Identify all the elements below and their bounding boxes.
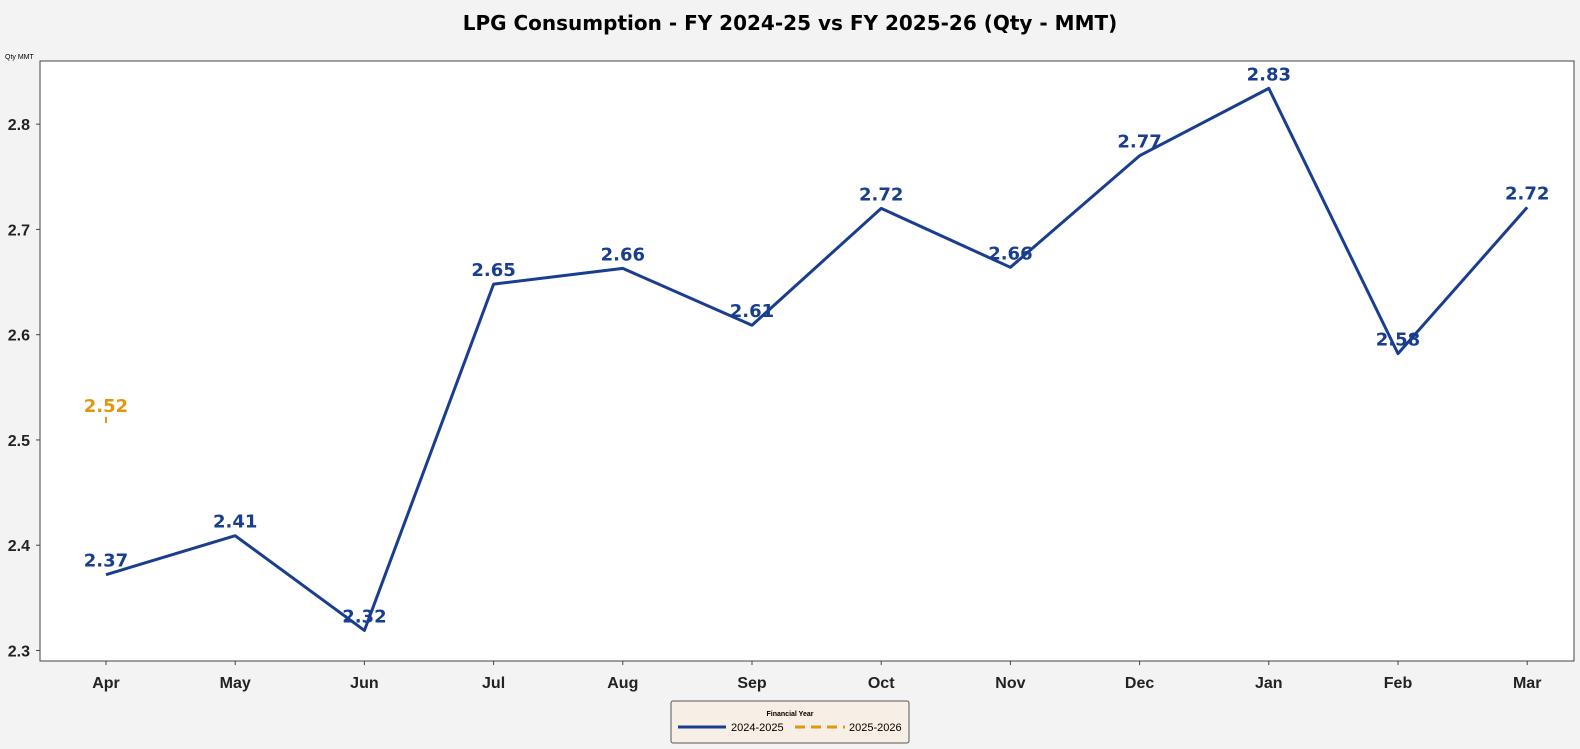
x-tick-label-aug: Aug (607, 675, 638, 692)
data-label-2024-2025-jun: 2.32 (342, 606, 386, 627)
data-label-2024-2025-feb: 2.58 (1376, 330, 1420, 351)
data-label-2024-2025-aug: 2.66 (601, 244, 645, 265)
x-axis: Apr May Jun Jul Aug Sep Oct Nov Dec Jan Feb Mar (92, 661, 1541, 692)
data-label-2024-2025-nov: 2.66 (988, 243, 1032, 264)
legend-label-2025-2026: 2025-2026 (849, 722, 902, 734)
x-tick-label-apr: Apr (92, 675, 120, 692)
y-tick-label: 2.8 (8, 117, 30, 134)
y-tick-label: 2.4 (8, 538, 30, 555)
series-line-2024-2025 (105, 86, 1529, 632)
x-tick-label-oct: Oct (868, 675, 895, 692)
legend-title: Financial Year (767, 711, 814, 718)
x-tick-label-jun: Jun (350, 675, 378, 692)
x-tick-label-nov: Nov (995, 675, 1025, 692)
x-tick-label-dec: Dec (1125, 675, 1154, 692)
data-label-2024-2025-dec: 2.77 (1117, 132, 1161, 153)
y-tick-label: 2.3 (8, 643, 30, 660)
plot-area (39, 60, 1575, 662)
series-layer (105, 86, 1529, 632)
data-label-2024-2025-sep: 2.61 (730, 301, 774, 322)
x-tick-label-mar: Mar (1513, 675, 1541, 692)
data-label-2024-2025-apr: 2.37 (84, 551, 128, 572)
data-labels: 2.37 2.41 2.32 2.65 2.66 2.61 2.72 2.66 2.77 2.83… (84, 64, 1550, 627)
chart-title: LPG Consumption - FY 2024-25 vs FY 2025-… (463, 11, 1118, 35)
data-label-2024-2025-jan: 2.83 (1247, 64, 1291, 85)
legend: Financial Year 2024-2025 2025-2026 (670, 700, 910, 744)
legend-label-2024-2025: 2024-2025 (731, 722, 784, 734)
x-tick-label-feb: Feb (1384, 675, 1413, 692)
data-label-2025-2026-apr: 2.52 (84, 396, 128, 417)
data-label-2024-2025-mar: 2.72 (1505, 183, 1549, 204)
y-tick-label: 2.6 (8, 328, 30, 345)
x-tick-label-may: May (220, 675, 251, 692)
y-axis-unit-label: Qty MMT (5, 54, 34, 61)
data-label-2024-2025-may: 2.41 (213, 512, 257, 533)
data-label-2024-2025-oct: 2.72 (859, 184, 903, 205)
y-tick-label: 2.7 (8, 222, 30, 239)
y-tick-label: 2.5 (8, 433, 30, 450)
x-tick-label-sep: Sep (737, 675, 767, 692)
y-axis: 2.3 2.4 2.5 2.6 2.7 2.8 (8, 117, 40, 660)
legend-box (670, 700, 910, 744)
x-tick-label-jan: Jan (1255, 675, 1283, 692)
data-label-2024-2025-jul: 2.65 (471, 260, 515, 281)
x-tick-label-jul: Jul (482, 675, 505, 692)
